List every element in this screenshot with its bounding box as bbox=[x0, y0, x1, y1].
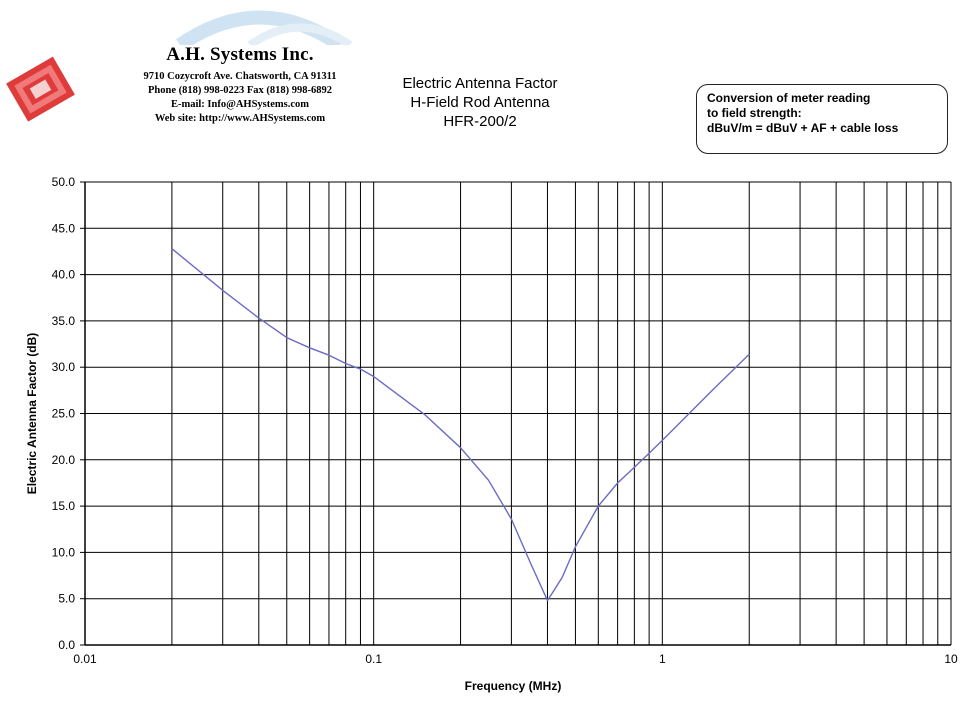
company-info: A.H. Systems Inc. 9710 Cozycroft Ave. Ch… bbox=[90, 44, 390, 126]
conversion-box: Conversion of meter reading to field str… bbox=[696, 84, 948, 154]
title-line-1: Electric Antenna Factor bbox=[402, 75, 558, 92]
y-tick-label: 10.0 bbox=[52, 545, 76, 559]
y-tick-label: 30.0 bbox=[52, 360, 76, 374]
y-tick-label: 40.0 bbox=[52, 268, 76, 282]
y-tick-label: 25.0 bbox=[52, 407, 76, 421]
y-tick-label: 20.0 bbox=[52, 453, 76, 467]
conversion-formula: dBuV/m = dBuV + AF + cable loss bbox=[707, 121, 899, 135]
x-axis-title: Frequency (MHz) bbox=[465, 679, 562, 693]
y-axis-title: Electric Antenna Factor (dB) bbox=[25, 333, 39, 495]
series-line bbox=[171, 248, 750, 602]
company-address: 9710 Cozycroft Ave. Chatsworth, CA 91311 bbox=[143, 71, 337, 82]
company-phone: Phone (818) 998-0223 Fax (818) 998-6892 bbox=[147, 85, 333, 96]
company-email: E-mail: Info@AHSystems.com bbox=[170, 99, 310, 110]
y-tick-label: 0.0 bbox=[58, 638, 75, 652]
conversion-line-1: Conversion of meter reading bbox=[707, 91, 871, 105]
chart-title: Electric Antenna Factor H-Field Rod Ante… bbox=[360, 74, 600, 131]
x-tick-label: 1 bbox=[659, 652, 666, 666]
company-name: A.H. Systems Inc. bbox=[166, 44, 314, 65]
x-tick-label: 0.01 bbox=[73, 652, 97, 666]
antenna-factor-chart: 0.0 5.0 10.0 15.0 20.0 25.0 30.0 35.0 40.0 45.0 50… bbox=[25, 175, 958, 693]
conversion-line-2: to field strength: bbox=[707, 106, 802, 120]
company-logo bbox=[6, 56, 75, 122]
y-tick-label: 45.0 bbox=[52, 221, 76, 235]
title-line-3: HFR-200/2 bbox=[443, 113, 517, 130]
decorative-swoosh bbox=[176, 10, 353, 45]
y-tick-label: 35.0 bbox=[52, 314, 76, 328]
y-tick-label: 15.0 bbox=[52, 499, 76, 513]
company-website: Web site: http://www.AHSystems.com bbox=[154, 113, 326, 124]
x-tick-label: 10 bbox=[944, 652, 958, 666]
y-tick-label: 50.0 bbox=[52, 175, 76, 189]
title-line-2: H-Field Rod Antenna bbox=[410, 94, 550, 111]
x-tick-label: 0.1 bbox=[365, 652, 382, 666]
y-tick-label: 5.0 bbox=[58, 592, 75, 606]
